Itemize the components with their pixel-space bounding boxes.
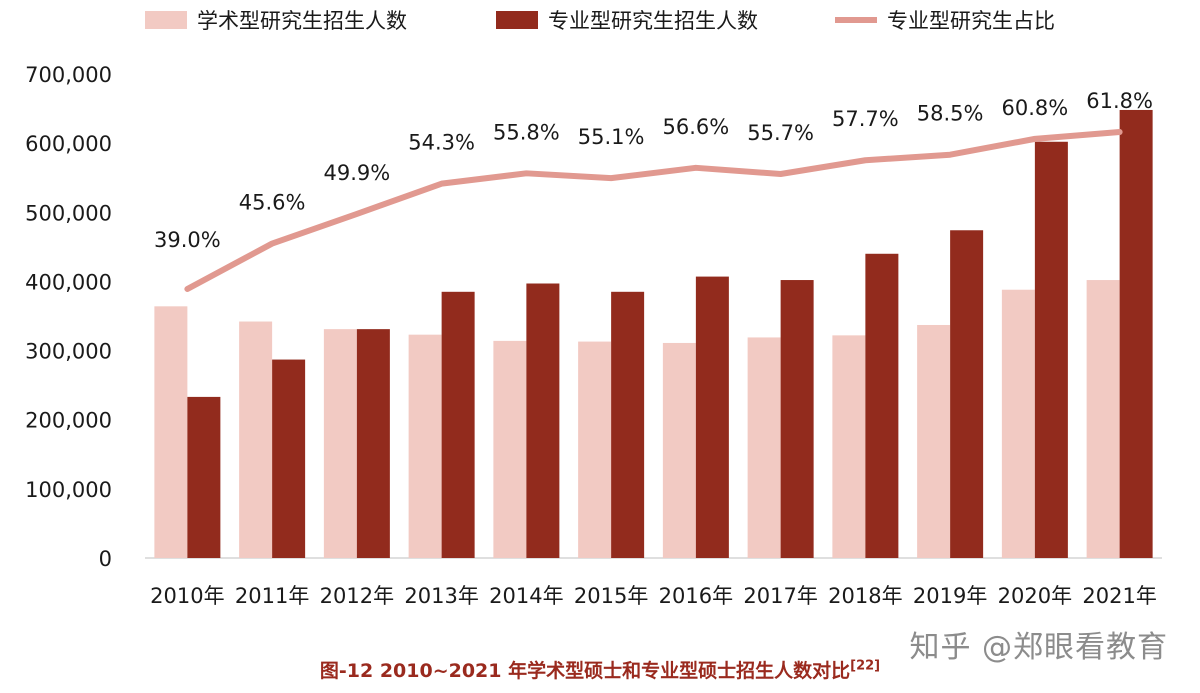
x-tick-label: 2010年 [150,584,224,608]
bar-professional [611,291,645,558]
ratio-data-label: 45.6% [239,191,306,215]
y-tick-label: 700,000 [25,63,112,87]
bar-academic [1086,280,1120,558]
y-tick-label: 300,000 [25,340,112,364]
x-tick-label: 2012年 [320,584,394,608]
legend-item: 专业型研究生招生人数 [496,9,758,33]
x-tick-label: 2020年 [998,584,1072,608]
x-tick-label: 2011年 [235,584,309,608]
x-tick-label: 2018年 [828,584,902,608]
bar-professional [187,396,221,558]
y-tick-label: 400,000 [25,270,112,294]
ratio-data-label: 55.8% [493,120,560,144]
bar-professional [441,291,475,558]
x-tick-label: 2019年 [913,584,987,608]
x-axis: 2010年 2011年 2012年 2013年 2014年 2015年 2016年 2017年… [145,557,1162,608]
bar-professional [865,253,899,558]
legend-swatch [145,11,187,29]
bar-academic [1001,289,1035,558]
bar-professional [950,230,984,558]
legend-label: 专业型研究生招生人数 [548,9,758,33]
y-axis: 0 100,000 200,000 300,000 400,000 500,000 600,… [25,63,112,571]
bar-professional [526,283,560,558]
legend-item: 专业型研究生占比 [835,9,1055,33]
ratio-data-label: 60.8% [1002,96,1069,120]
watermark: 知乎 @郑眼看教育 [909,630,1168,665]
bar-academic [493,340,527,558]
bar-academic [323,329,357,558]
y-tick-label: 100,000 [25,478,112,502]
bar-professional [1119,109,1153,558]
ratio-line-path [184,129,1123,292]
figure-caption: 图-12 2010~2021 年学术型硕士和专业型硕士招生人数对比[22] [319,658,881,682]
legend: 学术型研究生招生人数 专业型研究生招生人数 专业型研究生占比 [145,9,1055,33]
x-tick-label: 2014年 [489,584,563,608]
bar-academic [832,335,866,558]
bar-academic [408,334,442,558]
ratio-line: 39.0% 45.6% 49.9% 54.3% 55.8% 55.1% 56.6% 55.7%… [154,89,1153,292]
x-tick-label: 2013年 [404,584,478,608]
bar-academic [747,337,781,558]
ratio-data-label: 58.5% [917,102,984,126]
y-tick-label: 200,000 [25,409,112,433]
bar-professional [695,276,729,558]
x-tick-label: 2015年 [574,584,648,608]
bar-professional [272,359,306,558]
bar-academic [917,324,951,558]
ratio-data-label: 39.0% [154,228,221,252]
legend-swatch [496,11,538,29]
ratio-data-label: 57.7% [832,107,899,131]
y-tick-label: 0 [99,547,112,571]
ratio-data-label: 49.9% [324,161,391,185]
bar-professional [780,280,814,558]
bar-academic [578,341,612,558]
ratio-data-label: 61.8% [1086,89,1153,113]
y-tick-label: 600,000 [25,132,112,156]
bar-professional [1034,141,1068,558]
x-tick-label: 2017年 [743,584,817,608]
ratio-data-label: 55.1% [578,125,645,149]
ratio-data-label: 54.3% [408,131,475,155]
ratio-data-label: 56.6% [663,115,730,139]
legend-item: 学术型研究生招生人数 [145,9,407,33]
legend-label: 学术型研究生招生人数 [197,9,407,33]
bar-academic [662,342,696,558]
chart: 学术型研究生招生人数 专业型研究生招生人数 专业型研究生占比 0 100,000 200… [25,9,1162,608]
bar-professional [356,329,390,558]
y-tick-label: 500,000 [25,201,112,225]
ratio-data-label: 55.7% [747,121,814,145]
bars [154,109,1153,558]
bar-academic [239,321,273,558]
bar-academic [154,306,188,558]
x-tick-label: 2016年 [659,584,733,608]
legend-label: 专业型研究生占比 [887,9,1055,33]
x-tick-label: 2021年 [1082,584,1156,608]
